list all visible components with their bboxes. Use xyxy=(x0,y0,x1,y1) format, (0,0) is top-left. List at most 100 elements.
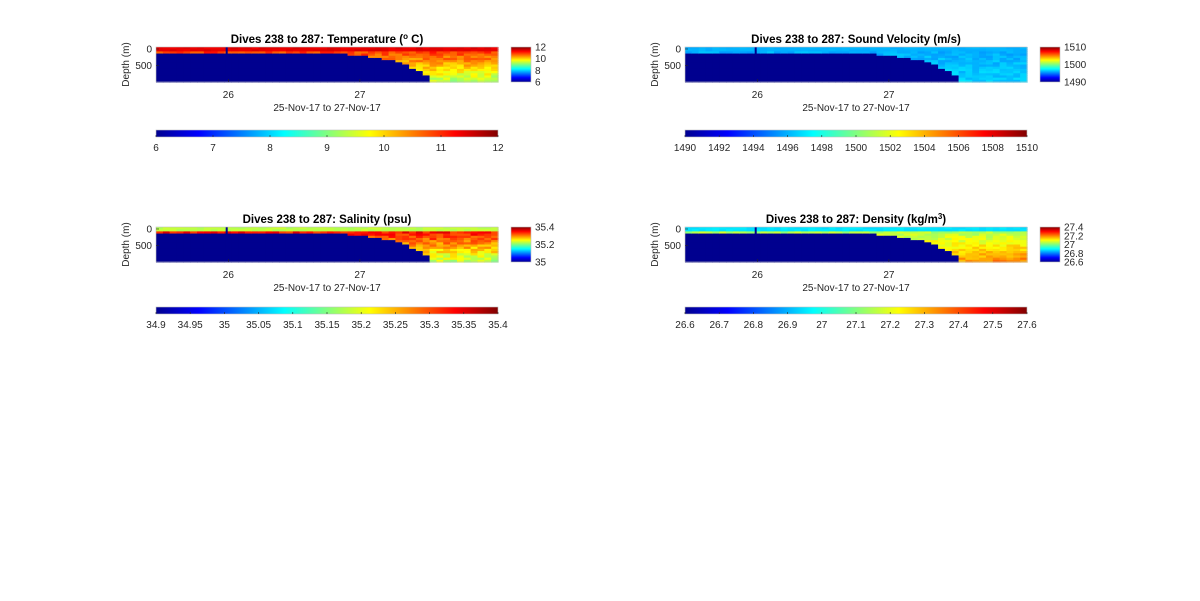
heatmap-cell xyxy=(162,235,171,239)
heatmap-cell xyxy=(210,79,219,83)
colorbar-tick-label: 12 xyxy=(492,143,504,154)
heatmap-cell xyxy=(951,237,960,241)
heatmap-cell xyxy=(760,57,768,61)
heatmap-cell xyxy=(169,257,178,261)
heatmap-cell xyxy=(821,253,830,257)
panel-3: Dives 238 to 287: Salinity (psu)0500Dept… xyxy=(121,214,555,331)
heatmap-cell xyxy=(224,253,232,257)
heatmap-cell xyxy=(801,246,809,250)
heatmap-cell xyxy=(1006,60,1014,63)
heatmap-cell xyxy=(753,71,761,74)
heatmap-cell xyxy=(808,229,816,232)
heatmap-cell xyxy=(1013,235,1021,239)
heatmap-cell xyxy=(279,233,287,237)
heatmap-cell xyxy=(746,244,754,248)
heatmap-cell xyxy=(347,60,355,63)
heatmap-cell xyxy=(780,68,789,72)
heatmap-cell xyxy=(244,57,253,61)
heatmap-cell xyxy=(883,47,891,50)
heatmap-cell xyxy=(999,237,1008,241)
heatmap-cell xyxy=(169,79,178,83)
heatmap-cell xyxy=(402,75,410,79)
heatmap-cell xyxy=(958,62,967,66)
heatmap-cell xyxy=(842,235,850,239)
heatmap-cell xyxy=(224,64,232,68)
heatmap-cell xyxy=(197,259,205,263)
heatmap-cell xyxy=(156,227,164,230)
heatmap-cell xyxy=(951,229,960,232)
heatmap-cell xyxy=(938,60,946,63)
heatmap-cell xyxy=(794,231,802,235)
heatmap-cell xyxy=(361,255,369,259)
heatmap-cell xyxy=(985,51,994,55)
heatmap-cell xyxy=(395,235,403,239)
heatmap-cell xyxy=(183,64,191,68)
heatmap-cell xyxy=(238,255,246,259)
heatmap-cell xyxy=(746,257,754,261)
heatmap-cell xyxy=(320,259,328,263)
heatmap-cell xyxy=(381,248,390,252)
heatmap-cell xyxy=(849,229,857,232)
heatmap-cell xyxy=(732,64,741,68)
heatmap-cell xyxy=(924,60,932,63)
heatmap-cell xyxy=(231,242,239,246)
heatmap-cell xyxy=(443,73,451,77)
heatmap-cell xyxy=(801,71,809,74)
heatmap-cell xyxy=(869,231,878,235)
heatmap-cell xyxy=(739,242,748,246)
heatmap-cell xyxy=(903,47,912,50)
heatmap-cell xyxy=(217,233,225,237)
heatmap-cell xyxy=(828,251,837,254)
heatmap-cell xyxy=(258,231,267,235)
heatmap-cell xyxy=(463,77,472,81)
heatmap-cell xyxy=(477,227,485,230)
heatmap-cell xyxy=(327,237,335,241)
heatmap-cell xyxy=(876,77,884,81)
heatmap-cell xyxy=(299,244,308,248)
heatmap-cell xyxy=(258,60,267,63)
heatmap-cell xyxy=(429,240,438,243)
heatmap-cell xyxy=(285,55,294,59)
heatmap-cell xyxy=(258,242,267,246)
heatmap-cell xyxy=(958,259,967,263)
heatmap-cell xyxy=(787,49,796,52)
heatmap-cell xyxy=(931,257,939,261)
heatmap-cell xyxy=(203,49,212,52)
heatmap-cell xyxy=(883,77,891,81)
heatmap-cell xyxy=(463,60,472,63)
heatmap-cell xyxy=(999,259,1008,263)
heatmap-cell xyxy=(265,57,273,61)
heatmap-cell xyxy=(972,251,980,254)
heatmap-cell xyxy=(951,60,960,63)
heatmap-cell xyxy=(354,57,362,61)
heatmap-cell xyxy=(931,64,939,68)
heatmap-cell xyxy=(924,257,932,261)
heatmap-cell xyxy=(746,246,754,250)
axes-frame xyxy=(684,46,1028,83)
heatmap-cell xyxy=(869,240,878,243)
colorbar-tick-label: 35.4 xyxy=(488,320,508,331)
heatmap-cell xyxy=(979,57,987,61)
heatmap-cell xyxy=(685,227,693,230)
heatmap-cell xyxy=(251,255,260,259)
heatmap-cell xyxy=(265,233,273,237)
heatmap-cell xyxy=(354,79,362,83)
heatmap-cell xyxy=(436,237,444,241)
heatmap-cell xyxy=(972,66,980,70)
heatmap-cell xyxy=(491,229,499,232)
heatmap-cell xyxy=(347,240,355,243)
heatmap-cell xyxy=(484,235,492,239)
heatmap-cell xyxy=(333,60,342,63)
heatmap-cell xyxy=(436,253,444,257)
heatmap-cell xyxy=(739,49,748,52)
heatmap-cell xyxy=(1013,57,1021,61)
heatmap-cell xyxy=(443,51,451,55)
heatmap-cell xyxy=(992,231,1001,235)
heatmap-cell xyxy=(876,251,884,254)
heatmap-cell xyxy=(951,259,960,263)
heatmap-cell xyxy=(156,79,164,83)
heatmap-cell xyxy=(931,246,939,250)
heatmap-cell xyxy=(491,244,499,248)
heatmap-cell xyxy=(272,57,280,61)
heatmap-cell xyxy=(361,77,369,81)
